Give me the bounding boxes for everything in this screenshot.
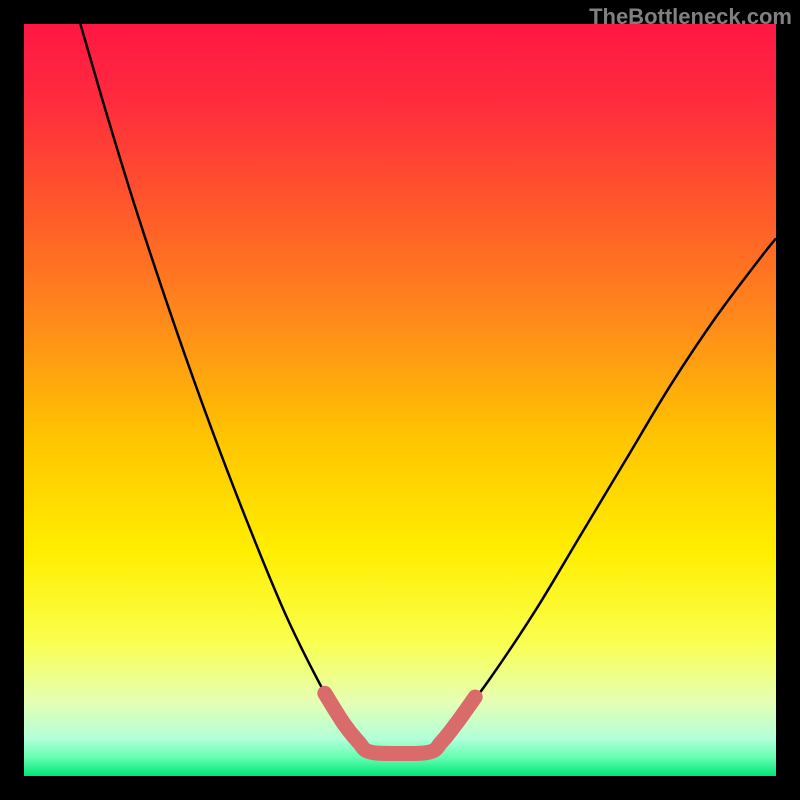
watermark-text: TheBottleneck.com	[589, 4, 792, 30]
chart-container: TheBottleneck.com	[0, 0, 800, 800]
plot-area	[24, 24, 776, 776]
plot-svg	[24, 24, 776, 776]
